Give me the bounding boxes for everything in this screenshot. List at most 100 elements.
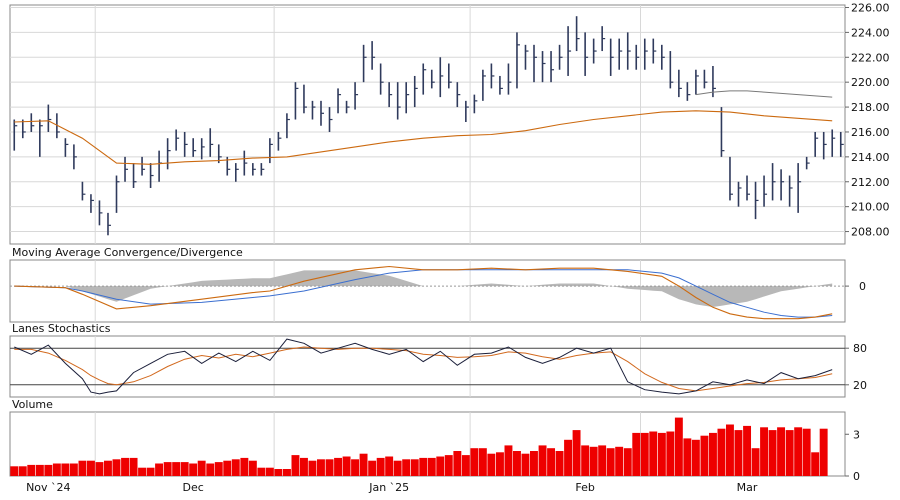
volume-bar bbox=[649, 431, 658, 476]
volume-bar bbox=[27, 464, 36, 476]
volume-bar bbox=[819, 428, 828, 476]
volume-bar bbox=[231, 459, 240, 476]
volume-tick-label: 0 bbox=[853, 470, 860, 483]
stochastics-pane-label: Lanes Stochastics bbox=[12, 322, 111, 335]
volume-bar bbox=[666, 431, 675, 476]
volume-bar bbox=[513, 451, 521, 476]
volume-bar bbox=[496, 452, 504, 476]
volume-bar bbox=[300, 457, 308, 476]
volume-bar bbox=[632, 432, 641, 476]
volume-bar bbox=[751, 448, 760, 476]
price-tick-label: 212.00 bbox=[851, 176, 890, 189]
price-tick-label: 220.00 bbox=[851, 76, 890, 89]
volume-bar bbox=[44, 464, 53, 476]
volume-bar bbox=[197, 460, 206, 476]
volume-bar bbox=[530, 451, 538, 476]
volume-bar bbox=[606, 448, 615, 476]
volume-bar bbox=[743, 425, 752, 476]
volume-bar bbox=[155, 463, 164, 476]
volume-bar bbox=[436, 456, 445, 476]
volume-bar bbox=[172, 462, 181, 476]
volume-bar bbox=[283, 469, 291, 476]
volume-bar bbox=[487, 453, 496, 476]
volume-bar bbox=[35, 464, 44, 476]
x-axis-label: Nov `24 bbox=[26, 481, 70, 494]
volume-bar bbox=[623, 448, 632, 476]
volume-bar bbox=[112, 459, 121, 476]
volume-bar bbox=[691, 439, 700, 476]
volume-bar bbox=[453, 451, 462, 476]
volume-bar bbox=[410, 459, 419, 476]
volume-tick-label: 3 bbox=[853, 428, 860, 441]
volume-bar bbox=[683, 438, 692, 476]
price-tick-label: 210.00 bbox=[851, 201, 890, 214]
volume-bar bbox=[478, 448, 487, 476]
pane-stoch-frame bbox=[9, 335, 846, 398]
volume-bar bbox=[393, 460, 402, 476]
volume-bar bbox=[189, 463, 198, 476]
volume-bar bbox=[547, 448, 556, 476]
volume-bar bbox=[146, 467, 155, 476]
volume-bar bbox=[78, 460, 87, 476]
volume-bar bbox=[61, 463, 70, 476]
volume-bar bbox=[351, 459, 360, 476]
price-tick-label: 224.00 bbox=[851, 26, 890, 39]
volume-bar bbox=[615, 446, 624, 476]
volume-bar bbox=[572, 430, 581, 476]
volume-bar bbox=[69, 463, 78, 476]
volume-bar bbox=[214, 462, 223, 476]
volume-bar bbox=[589, 446, 598, 476]
volume-bar bbox=[538, 445, 547, 476]
volume-bar bbox=[700, 435, 709, 476]
x-axis-label: Mar bbox=[737, 481, 758, 494]
volume-bar bbox=[802, 428, 811, 476]
volume-bar bbox=[521, 453, 530, 476]
volume-bar bbox=[768, 430, 777, 476]
macd-line bbox=[14, 265, 833, 320]
volume-bar bbox=[564, 439, 573, 476]
volume-bar bbox=[470, 448, 479, 476]
volume-bar bbox=[777, 427, 786, 476]
volume-bar bbox=[325, 459, 334, 476]
volume-bar bbox=[129, 457, 138, 476]
volume-bar bbox=[342, 456, 351, 476]
macd-pane-label: Moving Average Convergence/Divergence bbox=[12, 246, 243, 259]
volume-bar bbox=[444, 455, 453, 476]
volume-bar bbox=[785, 430, 794, 476]
volume-bar bbox=[402, 459, 411, 476]
volume-bar bbox=[419, 457, 428, 476]
stochastics-d-line bbox=[14, 346, 833, 392]
volume-bar bbox=[248, 460, 257, 476]
x-axis-label: Jan `25 bbox=[368, 481, 409, 494]
price-tick-label: 222.00 bbox=[851, 51, 890, 64]
x-axis-label: Feb bbox=[575, 481, 594, 494]
volume-bar bbox=[385, 456, 394, 476]
volume-bar bbox=[317, 459, 325, 476]
volume-bar bbox=[674, 417, 683, 476]
moving-average-long-line bbox=[695, 90, 833, 98]
macd-histogram bbox=[14, 270, 833, 307]
volume-bar bbox=[240, 457, 249, 476]
volume-bar bbox=[734, 430, 743, 476]
volume-bar bbox=[87, 460, 95, 476]
volume-bar bbox=[760, 427, 769, 476]
volume-bar bbox=[581, 445, 590, 476]
volume-bar bbox=[223, 460, 232, 476]
volume-bar bbox=[598, 445, 607, 476]
volume-bar bbox=[640, 432, 649, 476]
stochastics-k-line bbox=[14, 338, 833, 395]
volume-bar bbox=[104, 460, 112, 476]
volume-bar bbox=[274, 469, 283, 476]
price-tick-label: 218.00 bbox=[851, 101, 890, 114]
volume-bar bbox=[308, 460, 317, 476]
volume-bar bbox=[368, 460, 377, 476]
volume-bar bbox=[427, 457, 436, 476]
x-axis-label: Dec bbox=[183, 481, 204, 494]
stochastics-tick-label: 80 bbox=[853, 342, 867, 355]
volume-bar bbox=[461, 455, 470, 476]
volume-bar bbox=[291, 455, 300, 476]
volume-pane-label: Volume bbox=[12, 398, 53, 411]
moving-average-short-line bbox=[14, 110, 833, 165]
volume-bar bbox=[504, 445, 513, 476]
